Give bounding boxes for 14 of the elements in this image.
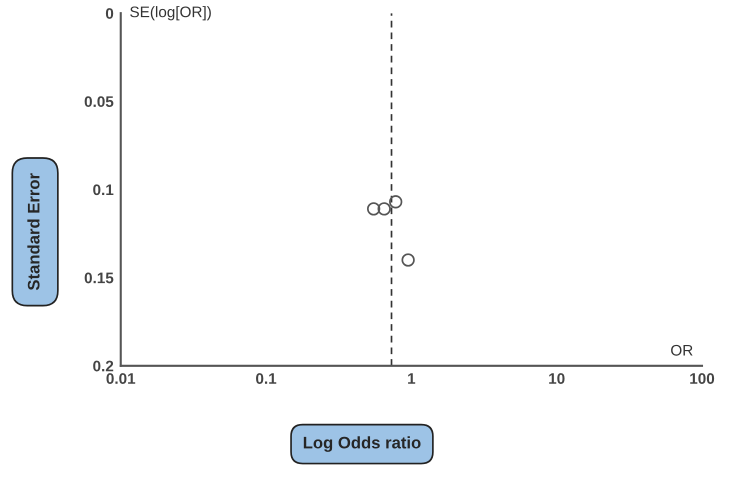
y-tick-label: 0.15 [84, 272, 114, 284]
x-tick-label: 100 [690, 373, 714, 384]
y-tick-label: 0.05 [84, 96, 114, 108]
y-axis-title: Standard Error [27, 173, 40, 290]
y-tick-label: 0 [106, 8, 114, 19]
x-tick-label: 0.1 [256, 373, 276, 384]
annotation: SE(log[OR]) [130, 6, 211, 20]
annotation: OR [671, 344, 693, 356]
x-tick-label: 0.01 [106, 373, 136, 384]
x-tick-label: 10 [549, 373, 565, 384]
x-tick-label: 1 [408, 373, 416, 384]
y-tick-label: 0.2 [93, 360, 114, 372]
y-tick-label: 0.1 [93, 184, 114, 196]
x-axis-title: Log Odds ratio [304, 436, 421, 452]
